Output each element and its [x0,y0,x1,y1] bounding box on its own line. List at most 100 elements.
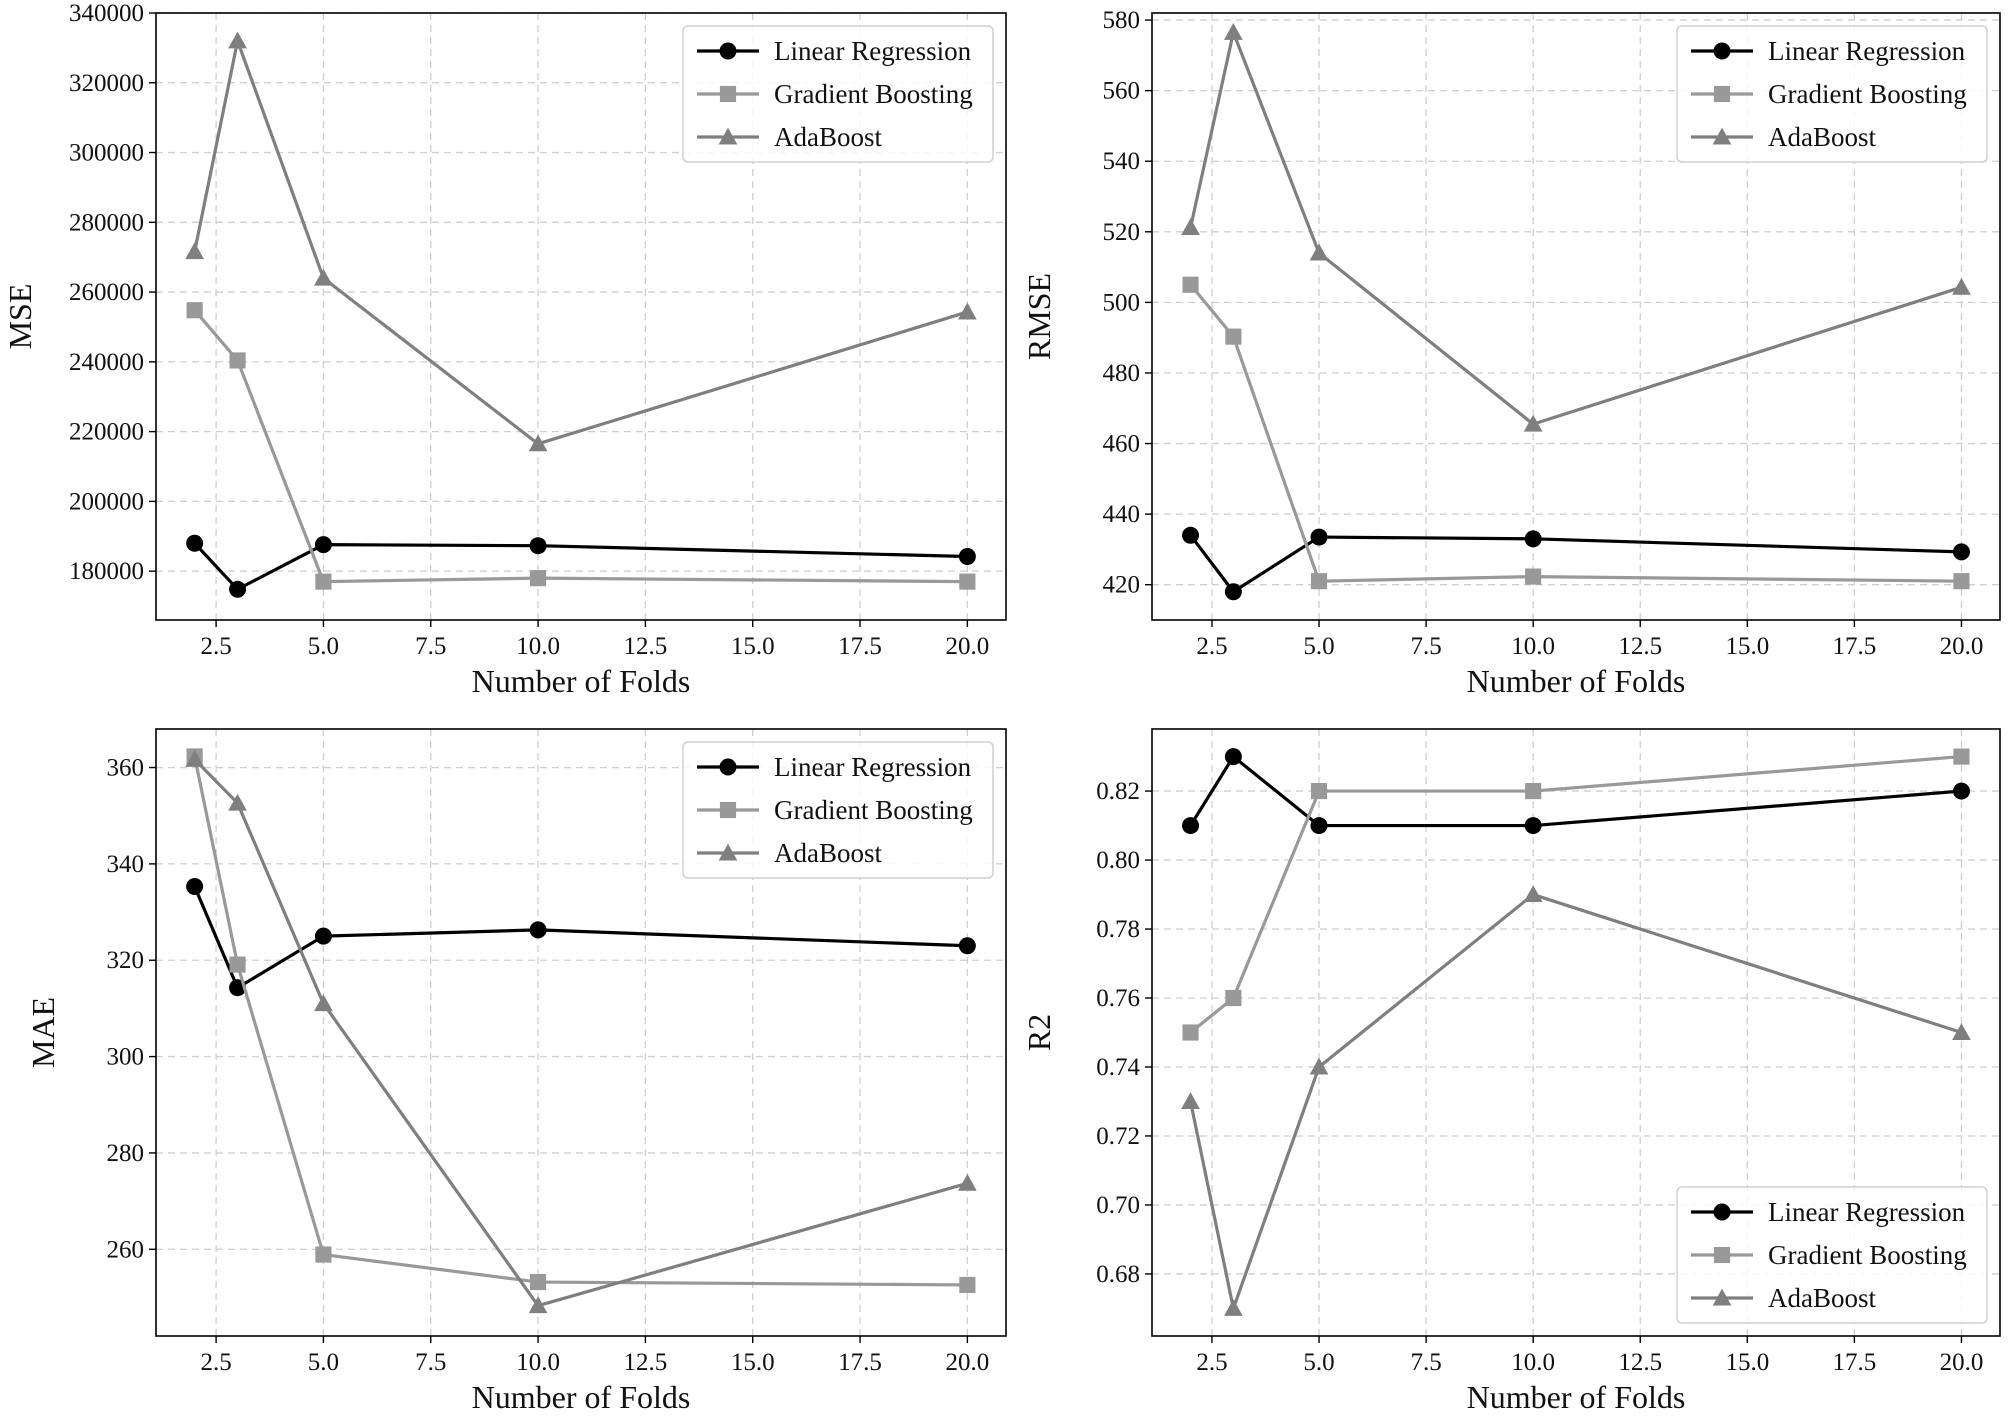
y-tick-label: 360 [107,755,145,782]
x-tick-label: 10.0 [1511,633,1555,660]
y-tick-label: 300 [107,1044,145,1071]
y-tick-label: 0.68 [1096,1261,1140,1288]
x-axis-label: Number of Folds [472,663,691,699]
data-point [1224,583,1242,601]
data-point [958,302,977,320]
x-tick-label: 7.5 [415,633,446,660]
x-tick-label: 7.5 [1410,633,1441,660]
data-point [1224,1299,1243,1316]
legend-mae: Linear Regression Gradient Boosting AdaBoo… [682,741,994,879]
x-tick-label: 12.5 [624,633,668,660]
y-tick-label: 480 [1103,360,1141,387]
data-point [1181,218,1200,236]
data-point [1952,1023,1971,1040]
y-tick-label: 500 [1103,289,1141,316]
series-line [193,309,968,584]
y-tick-label: 560 [1103,78,1141,105]
data-point [1182,817,1200,835]
y-tick-label: 260000 [69,279,144,306]
data-point [1182,1024,1199,1041]
x-tick-label: 7.5 [1410,1349,1441,1376]
y-tick-label: 200000 [69,488,144,515]
y-tick-label: 540 [1103,148,1141,175]
y-tick-label: 420 [1103,572,1141,599]
data-point [1525,568,1542,585]
plot-frame-r2 [1151,728,2001,1337]
series-gradient-boosting [1182,748,1970,1041]
y-tick-label: 280000 [69,209,144,236]
y-axis-label: MSE [2,284,38,350]
x-tick-label: 15.0 [731,633,775,660]
legend-marker [1712,1288,1732,1306]
data-point [1952,543,1970,561]
data-point [1309,1057,1329,1075]
data-point [529,537,547,555]
data-point [528,1296,548,1314]
data-point [1310,817,1328,835]
legend-marker [1713,85,1731,103]
data-point [186,302,203,319]
y-tick-label: 300000 [69,140,144,167]
data-point [959,1276,976,1294]
legend-label: Gradient Boosting [774,79,973,109]
data-point [529,570,547,587]
x-tick-label: 7.5 [415,1349,446,1376]
y-tick-label: 0.80 [1096,847,1140,874]
data-point [958,548,976,566]
legend-box [682,25,994,163]
x-tick-label: 5.0 [308,1349,339,1376]
y-tick-label: 240000 [69,349,144,376]
legend-marker [719,42,737,60]
data-point [1310,783,1328,800]
legend-label: AdaBoost [1768,122,1876,152]
data-point [228,31,247,49]
legend-box [682,741,994,879]
x-tick-label: 12.5 [1618,1349,1662,1376]
y-axis-label: R2 [1021,1014,1057,1051]
series-gradient-boosting [1182,276,1970,590]
plot-frame-mse [155,12,1007,621]
data-point [1225,328,1242,345]
legend-box [1676,1186,1988,1324]
series-linear-regression [186,878,976,997]
chart-r2: 2.5 5.0 7.5 10.0 12.5 15.0 17.5 20.0 0.68 0.70 0.7… [1021,728,2001,1415]
data-point [186,534,204,552]
series-adaboost [185,750,977,1314]
data-point [1952,782,1970,800]
x-tick-label: 2.5 [1196,633,1227,660]
data-point [315,1246,332,1263]
plot-frame-rmse [1151,12,2001,621]
data-point [529,1273,547,1291]
x-tick-label: 5.0 [308,633,339,660]
x-tick-label: 17.5 [838,633,882,660]
legend-mse: Linear Regression Gradient Boosting AdaBoo… [682,25,994,163]
chart-mae: 2.5 5.0 7.5 10.0 12.5 15.0 17.5 20.0 260 280 300 32… [25,728,1007,1415]
series-line [1189,283,1962,583]
legend-r2: Linear Regression Gradient Boosting AdaBoo… [1676,1186,1988,1324]
y-tick-label: 260 [107,1236,145,1263]
y-tick-label: 0.78 [1096,916,1140,943]
plot-frame-mae [155,728,1007,1337]
series-linear-regression [186,534,976,598]
legend-box [1676,25,1988,163]
data-point [959,573,976,590]
series-gradient-boosting [186,302,976,590]
y-tick-label: 280 [107,1140,145,1167]
data-point [1309,243,1329,261]
data-point [528,434,548,452]
data-point [1952,277,1971,295]
series-adaboost [185,31,977,452]
y-tick-label: 0.72 [1096,1123,1140,1150]
y-tick-label: 580 [1103,7,1141,34]
y-tick-label: 320000 [69,70,144,97]
data-point [314,994,333,1012]
y-tick-label: 520 [1103,219,1141,246]
series-linear-regression [1182,526,1970,601]
data-point [1224,23,1243,40]
x-tick-label: 2.5 [200,633,231,660]
y-tick-label: 0.76 [1096,985,1140,1012]
data-point [185,750,204,767]
y-tick-label: 440 [1103,501,1141,528]
legend-label: Linear Regression [1768,1197,1966,1227]
series-adaboost [1181,885,1971,1316]
